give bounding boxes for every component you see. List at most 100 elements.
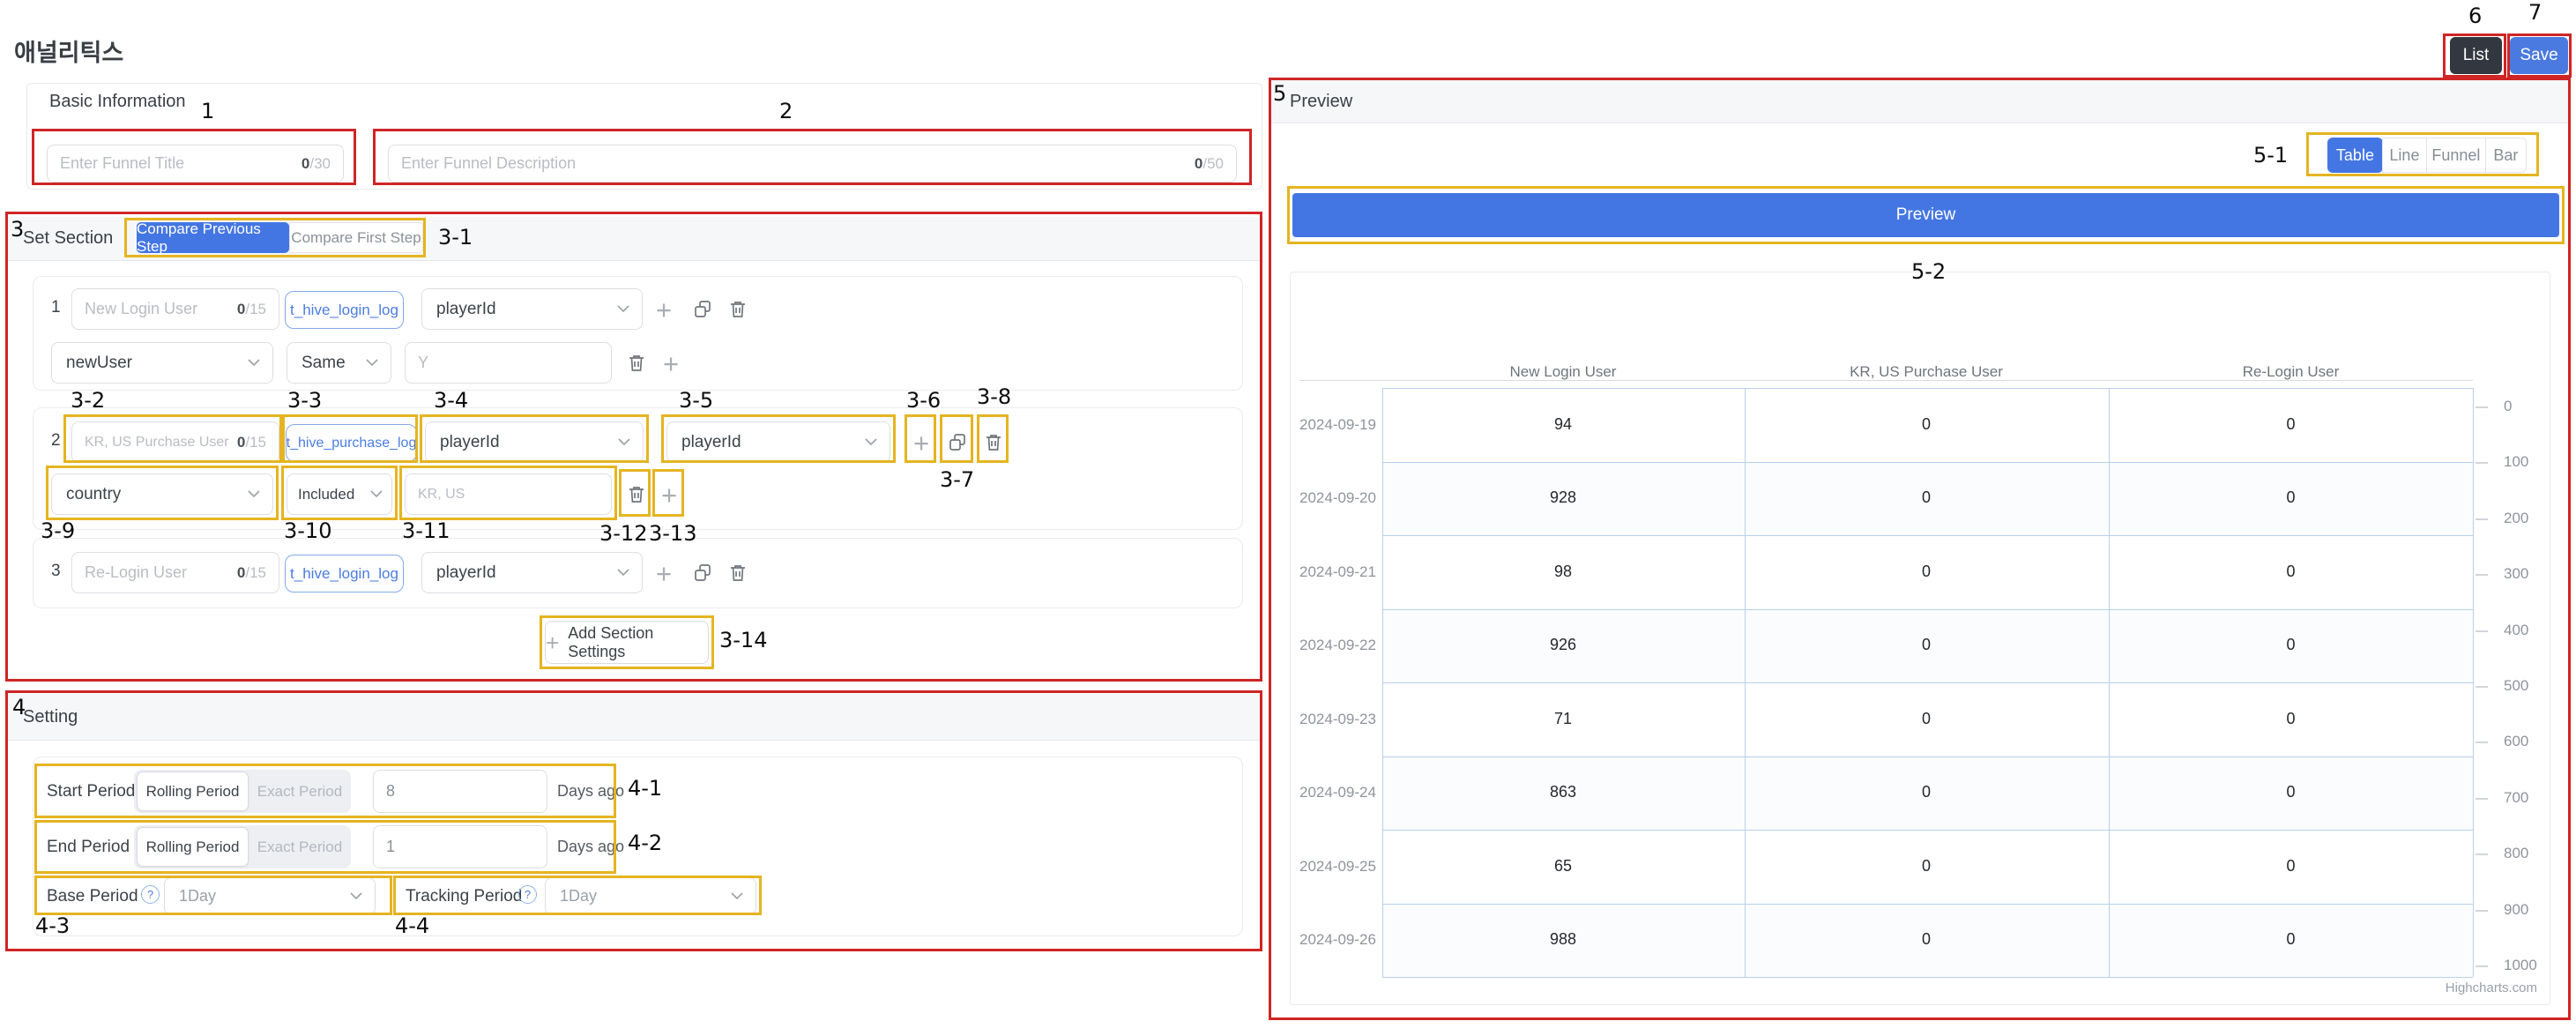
chevron-down-icon	[366, 359, 378, 367]
funnel-description-input[interactable]	[401, 154, 1195, 173]
step-3-counter: 0/15	[236, 563, 266, 581]
step-2-filter-value-input[interactable]	[418, 486, 599, 503]
step-3-table-tag[interactable]: t_hive_login_log	[285, 555, 404, 593]
step-1-filter-field-select[interactable]: newUser	[51, 342, 273, 384]
preview-button[interactable]: Preview	[1292, 193, 2559, 237]
step-1-filter-trash-icon[interactable]	[624, 351, 649, 376]
start-rolling-period-option[interactable]: Rolling Period	[137, 771, 249, 811]
start-period-suffix: Days ago	[557, 782, 625, 800]
end-period-suffix: Days ago	[557, 838, 625, 855]
tracking-period-help-icon[interactable]: ?	[518, 885, 537, 904]
step-2-add-filter-icon[interactable]: +	[912, 427, 930, 458]
step-2-table-tag[interactable]: t_hive_purchase_log	[286, 424, 417, 462]
step-2-name-field[interactable]: 0/15	[71, 421, 279, 463]
step-3-trash-icon[interactable]	[726, 561, 750, 585]
add-section-settings-button[interactable]: + Add Section Settings	[545, 621, 709, 664]
funnel-description-field[interactable]: 0/50	[388, 145, 1237, 183]
step-2-number: 2	[51, 431, 61, 450]
tab-compare-previous-step[interactable]: Compare Previous Step	[137, 220, 289, 255]
step-1-filter-op-select[interactable]: Same	[287, 342, 391, 384]
step-1-add-filter-icon[interactable]: +	[655, 294, 673, 325]
tab-compare-first-step[interactable]: Compare First Step	[289, 222, 423, 253]
basic-information-title: Basic Information	[49, 92, 186, 111]
step-1-field-select[interactable]: playerId	[421, 288, 643, 330]
start-period-label: Start Period	[47, 782, 136, 801]
step-3-name-input[interactable]	[85, 563, 237, 582]
step-2-copy-icon[interactable]	[945, 430, 970, 455]
start-period-value-field[interactable]	[373, 770, 547, 813]
step-2-name-input[interactable]	[85, 434, 237, 451]
tracking-period-select[interactable]: 1Day	[545, 877, 756, 915]
step-1-name-input[interactable]	[85, 300, 237, 318]
step-1-filter-value-field[interactable]	[405, 342, 612, 384]
step-2-filter-value-field[interactable]	[405, 473, 612, 515]
step-1-trash-icon[interactable]	[726, 297, 750, 322]
step-2-filter-op-select[interactable]: Included	[287, 473, 392, 515]
step-1-table-tag[interactable]: t_hive_login_log	[285, 291, 404, 329]
step-1-filter-value-input[interactable]	[418, 354, 599, 372]
end-period-value-field[interactable]	[373, 825, 547, 868]
preview-header: Preview	[1271, 80, 2568, 123]
chevron-down-icon	[731, 892, 743, 900]
chevron-down-icon	[370, 490, 383, 498]
save-button[interactable]: Save	[2510, 37, 2568, 74]
page-title: 애널리틱스	[14, 40, 124, 66]
chevron-down-icon	[617, 569, 629, 577]
step-1-copy-icon[interactable]	[690, 297, 715, 322]
table-header-divider	[1299, 380, 2473, 381]
step-1-filter-add-icon[interactable]: +	[662, 347, 680, 379]
highcharts-credit[interactable]: Highcharts.com	[2445, 980, 2537, 995]
start-period-value-input[interactable]	[386, 782, 534, 801]
base-period-select[interactable]: 1Day	[164, 877, 376, 915]
tracking-period-label: Tracking Period	[406, 887, 523, 906]
annotation-label-6: 6	[2468, 4, 2483, 28]
chevron-down-icon	[865, 438, 877, 446]
funnel-description-counter: 0/50	[1194, 154, 1224, 172]
step-2-field-select[interactable]: playerId	[425, 421, 644, 463]
step-2-counter: 0/15	[236, 433, 266, 451]
chevron-down-icon	[248, 359, 260, 367]
setting-header: Setting	[8, 695, 1260, 741]
chevron-down-icon	[617, 305, 629, 313]
step-2-filter-trash-icon[interactable]	[624, 482, 649, 507]
view-type-toggle: Table Line Funnel Bar	[2327, 138, 2527, 173]
step-3-field-select[interactable]: playerId	[421, 552, 643, 593]
step-2-trash-icon[interactable]	[981, 430, 1006, 455]
setting-title: Setting	[23, 707, 78, 727]
view-tab-line[interactable]: Line	[2381, 138, 2427, 173]
chevron-down-icon	[350, 892, 362, 900]
chevron-down-icon	[618, 438, 630, 446]
annotation-label-7: 7	[2528, 0, 2542, 25]
step-2-filter-add-icon[interactable]: +	[660, 479, 678, 511]
list-button[interactable]: List	[2450, 37, 2502, 74]
view-tab-funnel[interactable]: Funnel	[2426, 138, 2486, 173]
start-exact-period-option[interactable]: Exact Period	[257, 782, 343, 800]
annotation-label-3-14: 3-14	[719, 628, 768, 652]
step-1-counter: 0/15	[236, 300, 266, 317]
annotation-label-5-1: 5-1	[2253, 143, 2289, 168]
step-2-join-field-select[interactable]: playerId	[666, 421, 890, 463]
step-1-number: 1	[51, 298, 61, 317]
end-period-mode-toggle: Rolling Period Exact Period	[134, 825, 351, 868]
step-3-name-field[interactable]: 0/15	[71, 552, 279, 593]
add-section-settings-label: Add Section Settings	[568, 623, 654, 660]
step-2-filter-field-select[interactable]: country	[51, 473, 273, 515]
funnel-title-input[interactable]	[60, 154, 302, 173]
view-tab-table[interactable]: Table	[2327, 138, 2383, 173]
end-period-label: End Period	[47, 838, 130, 856]
base-period-help-icon[interactable]: ?	[141, 885, 160, 904]
step-3-number: 3	[51, 562, 61, 580]
chart-card	[1290, 272, 2550, 1005]
chevron-down-icon	[248, 490, 260, 498]
end-rolling-period-option[interactable]: Rolling Period	[137, 827, 249, 867]
funnel-title-counter: 0/30	[301, 154, 331, 172]
end-period-value-input[interactable]	[386, 838, 534, 856]
preview-title: Preview	[1290, 91, 1353, 111]
step-1-name-field[interactable]: 0/15	[71, 288, 279, 330]
view-tab-bar[interactable]: Bar	[2484, 138, 2527, 173]
funnel-title-field[interactable]: 0/30	[47, 145, 344, 183]
step-3-add-filter-icon[interactable]: +	[655, 557, 673, 589]
step-3-copy-icon[interactable]	[690, 561, 715, 585]
end-exact-period-option[interactable]: Exact Period	[257, 838, 343, 855]
